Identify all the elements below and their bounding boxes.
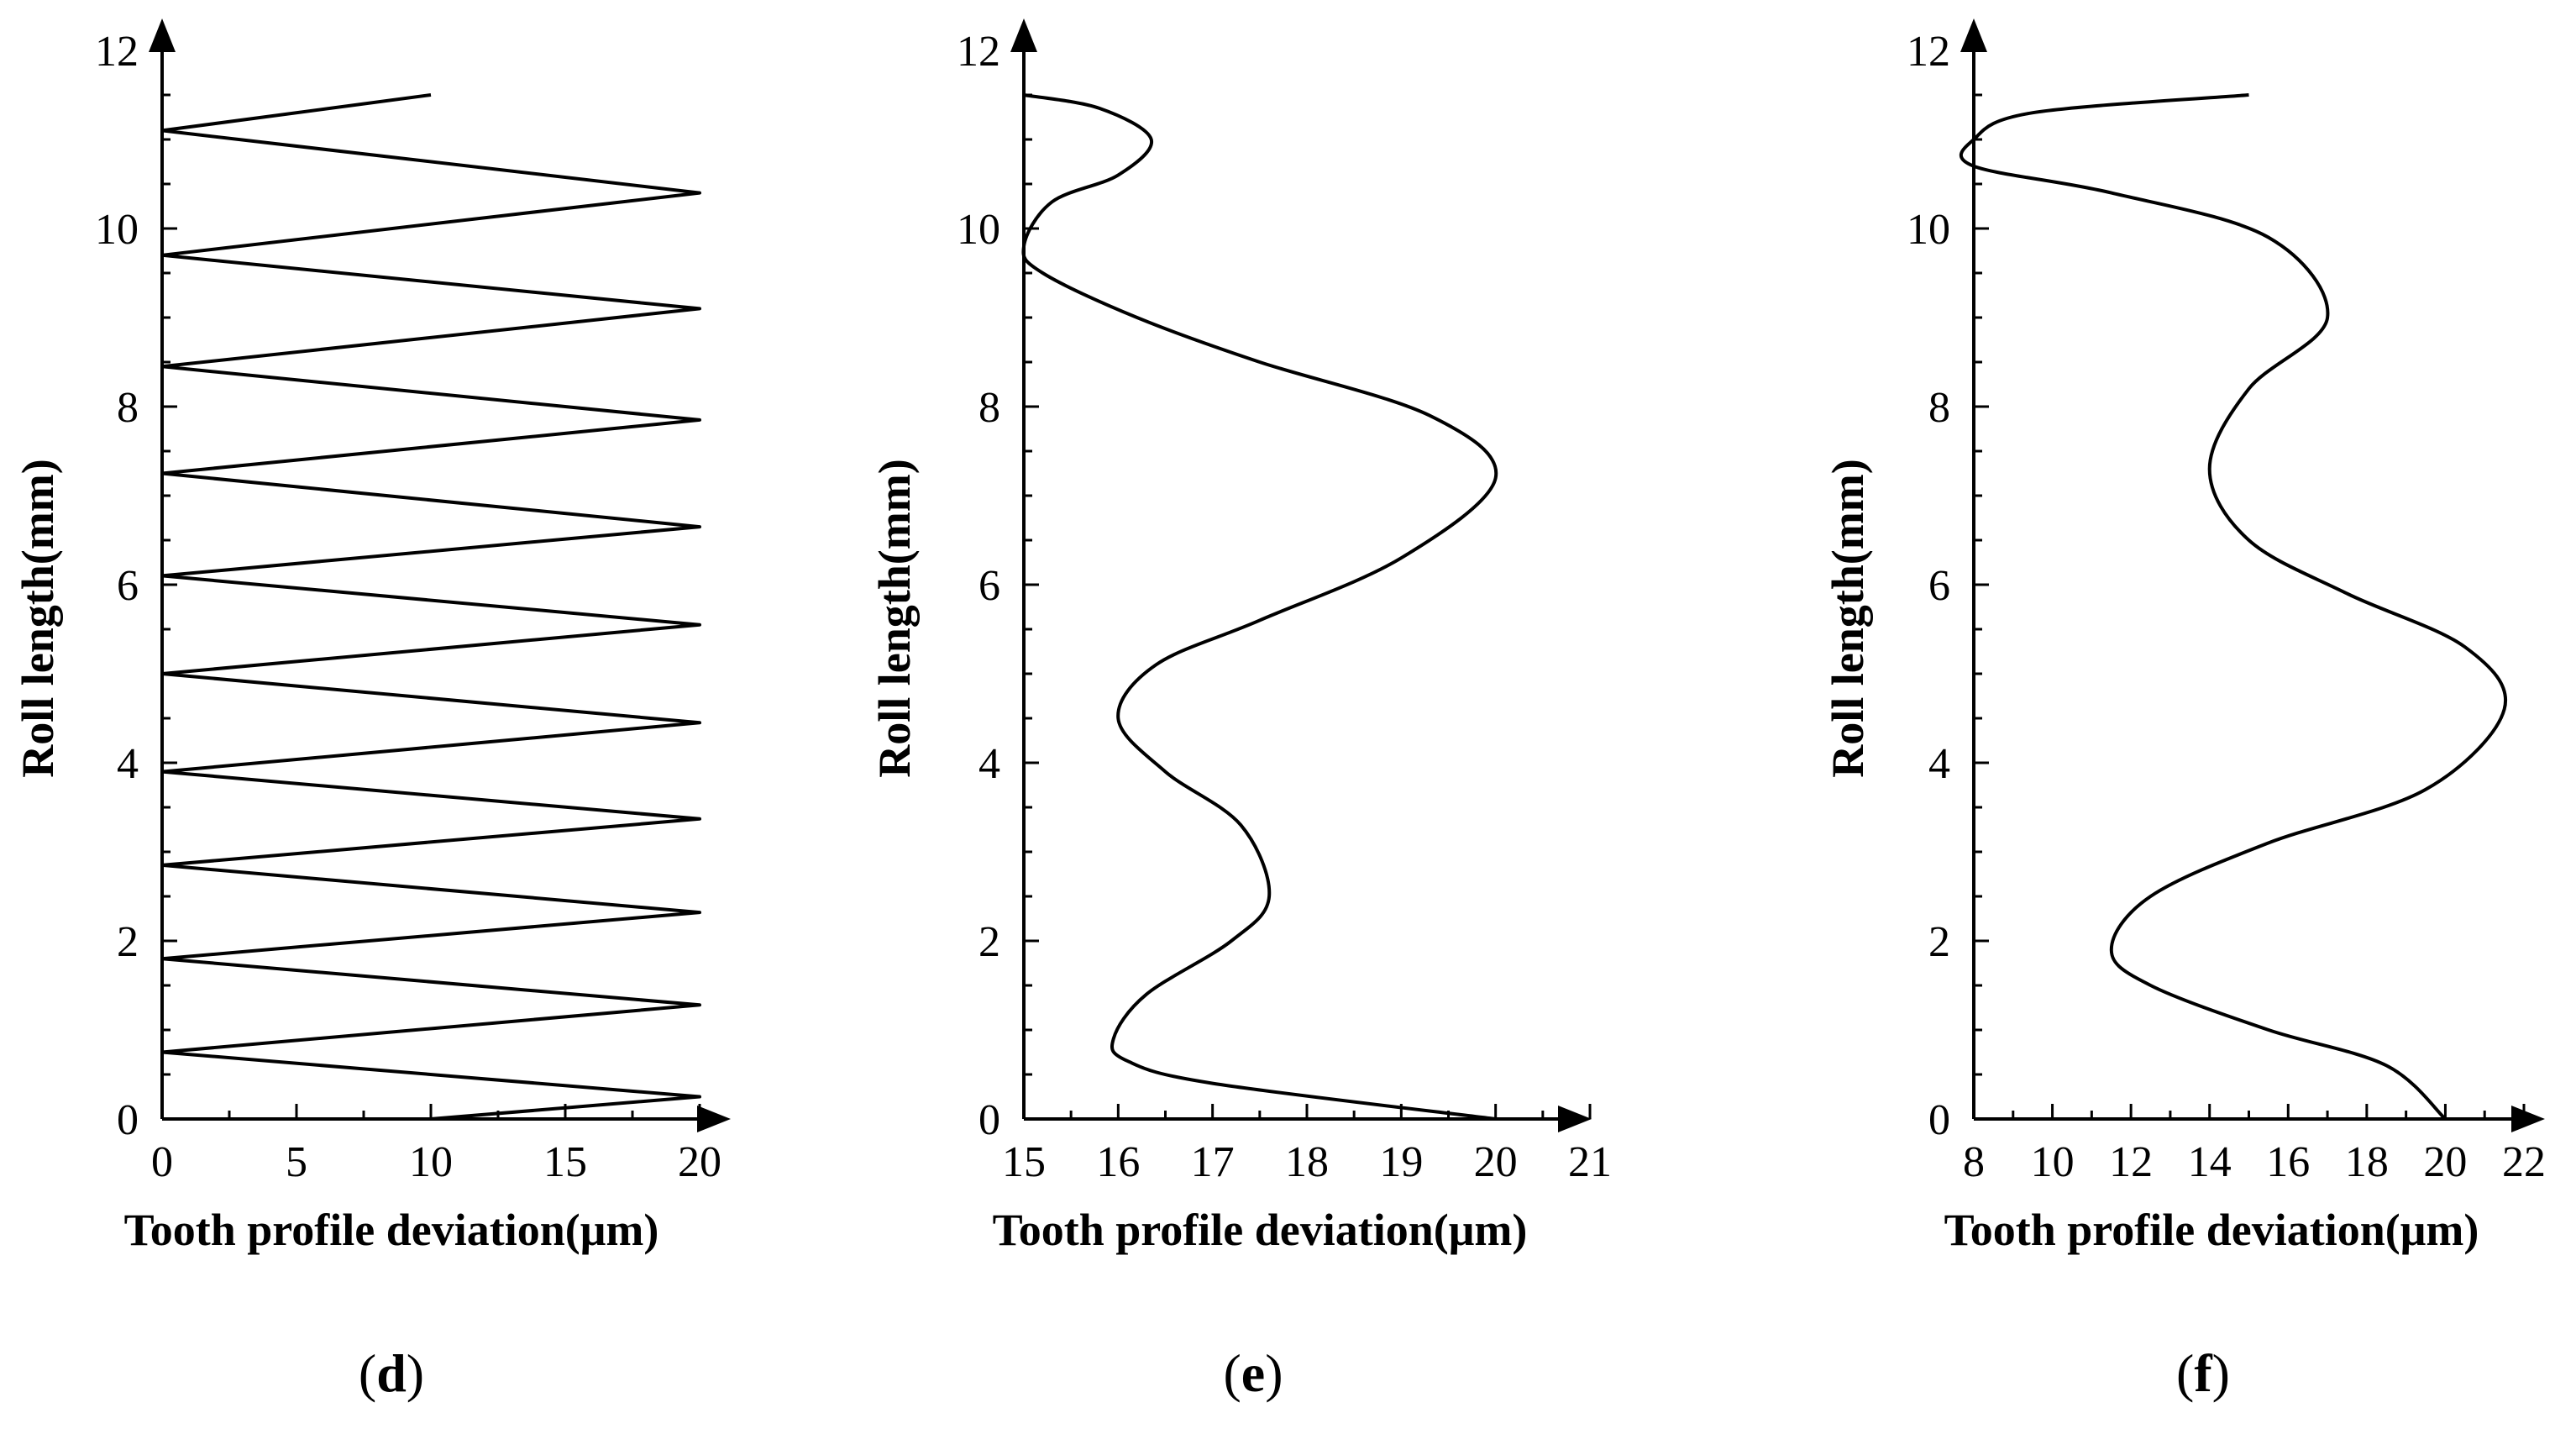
y-tick-label: 8 bbox=[1928, 384, 1950, 432]
data-curve bbox=[1959, 93, 2507, 1121]
x-axis-title: Tooth profile deviation(μm) bbox=[1944, 1205, 2479, 1255]
panel-label-open: ( bbox=[1223, 1343, 1241, 1403]
x-tick-label: 14 bbox=[2188, 1138, 2232, 1186]
y-axis-title: Roll length(mm) bbox=[869, 459, 920, 777]
x-tick-label: 20 bbox=[678, 1138, 721, 1186]
y-tick-label: 6 bbox=[1928, 562, 1950, 610]
panel-label: (e) bbox=[1223, 1343, 1283, 1403]
panel-label: (f) bbox=[2176, 1343, 2230, 1403]
x-tick-label: 18 bbox=[2345, 1138, 2389, 1186]
y-axis-title: Roll length(mm) bbox=[1823, 459, 1873, 777]
panel-label-letter: e bbox=[1241, 1343, 1265, 1403]
x-tick-label: 18 bbox=[1285, 1138, 1329, 1186]
panel-e: 15 16 17 18 19 20 21 0 2 4 6 8 10 12 Tooth profile dev… bbox=[869, 18, 1612, 1403]
x-axis-title: Tooth profile deviation(μm) bbox=[993, 1205, 1528, 1255]
panel-f: 8 10 12 14 16 18 20 22 0 2 4 6 8 10 12 Tooth profile de… bbox=[1823, 18, 2546, 1403]
x-tick-label: 0 bbox=[151, 1138, 173, 1186]
y-axis-arrow bbox=[149, 18, 176, 52]
panel-label-close: ) bbox=[407, 1343, 424, 1403]
panel-label-open: ( bbox=[359, 1343, 376, 1403]
y-tick-label: 2 bbox=[1928, 918, 1950, 966]
y-tick-label: 2 bbox=[117, 918, 139, 966]
y-axis-title: Roll length(mm) bbox=[13, 459, 63, 777]
x-tick-label: 20 bbox=[2423, 1138, 2467, 1186]
panel-label-letter: d bbox=[376, 1343, 407, 1403]
y-tick-label: 2 bbox=[978, 918, 1000, 966]
data-curve bbox=[1021, 93, 1498, 1121]
y-tick-label: 12 bbox=[957, 28, 1000, 76]
x-tick-label: 22 bbox=[2502, 1138, 2546, 1186]
panel-label: (d) bbox=[359, 1343, 424, 1403]
y-tick-label: 10 bbox=[957, 206, 1000, 254]
x-tick-label: 15 bbox=[543, 1138, 587, 1186]
y-axis-arrow bbox=[1960, 18, 1987, 52]
y-tick-label: 10 bbox=[1907, 206, 1950, 254]
data-curve bbox=[160, 93, 701, 1121]
y-axis-arrow bbox=[1010, 18, 1037, 52]
y-tick-label: 0 bbox=[1928, 1096, 1950, 1144]
panel-label-close: ) bbox=[1265, 1343, 1283, 1403]
x-axis-title: Tooth profile deviation(μm) bbox=[124, 1205, 659, 1255]
x-axis-arrow bbox=[697, 1106, 731, 1132]
panel-label-close: ) bbox=[2212, 1343, 2230, 1403]
panel-label-letter: f bbox=[2194, 1343, 2212, 1403]
y-tick-label: 4 bbox=[1928, 740, 1950, 788]
y-tick-label: 0 bbox=[978, 1096, 1000, 1144]
y-tick-label: 12 bbox=[95, 28, 139, 76]
x-tick-label: 19 bbox=[1379, 1138, 1423, 1186]
x-tick-label: 10 bbox=[2031, 1138, 2075, 1186]
x-tick-label: 16 bbox=[2266, 1138, 2310, 1186]
x-tick-label: 10 bbox=[409, 1138, 453, 1186]
y-tick-label: 12 bbox=[1907, 28, 1950, 76]
x-tick-label: 20 bbox=[1474, 1138, 1518, 1186]
x-tick-label: 5 bbox=[286, 1138, 307, 1186]
y-tick-label: 6 bbox=[117, 562, 139, 610]
y-tick-label: 4 bbox=[978, 740, 1000, 788]
x-tick-label: 15 bbox=[1002, 1138, 1046, 1186]
x-tick-label: 21 bbox=[1568, 1138, 1612, 1186]
y-tick-label: 10 bbox=[95, 206, 139, 254]
y-tick-label: 8 bbox=[117, 384, 139, 432]
y-tick-label: 8 bbox=[978, 384, 1000, 432]
panel-label-open: ( bbox=[2176, 1343, 2194, 1403]
y-tick-label: 6 bbox=[978, 562, 1000, 610]
y-tick-label: 4 bbox=[117, 740, 139, 788]
x-axis-arrow bbox=[2511, 1106, 2545, 1132]
x-tick-label: 8 bbox=[1963, 1138, 1985, 1186]
x-tick-label: 17 bbox=[1191, 1138, 1235, 1186]
y-tick-label: 0 bbox=[117, 1096, 139, 1144]
panel-d: 0 5 10 15 20 0 2 4 6 8 10 12 Tooth profile deviation… bbox=[13, 18, 731, 1403]
x-tick-label: 16 bbox=[1096, 1138, 1140, 1186]
x-tick-label: 12 bbox=[2109, 1138, 2153, 1186]
x-axis-arrow bbox=[1558, 1106, 1592, 1132]
